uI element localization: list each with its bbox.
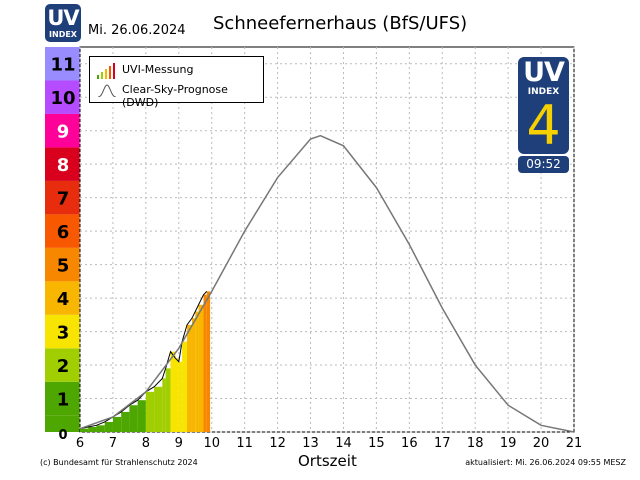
- y-tick-label-8: 8: [57, 155, 70, 176]
- y-tick-label-2: 2: [57, 356, 70, 377]
- measurement-bar-9: [154, 386, 163, 432]
- measurement-bar-21: [206, 291, 211, 432]
- badge-uv-text: UV: [523, 57, 565, 88]
- y-tick-label-10: 10: [50, 88, 75, 109]
- x-tick-label-15: 15: [368, 436, 385, 451]
- x-tick-label-11: 11: [236, 436, 253, 451]
- measurement-bar-17: [191, 318, 196, 432]
- x-tick-label-9: 9: [175, 436, 183, 451]
- measurement-bar-18: [195, 311, 199, 432]
- chart-legend: UVI-Messung Clear-Sky-Prognose (DWD): [89, 56, 264, 109]
- x-tick-label-16: 16: [401, 436, 418, 451]
- copyright-text: (c) Bundesamt für Strahlenschutz 2024: [40, 458, 198, 467]
- measurement-bar-13: [175, 358, 179, 432]
- y-tick-label-6: 6: [57, 222, 70, 243]
- uv-index-logo: UV INDEX: [45, 4, 81, 42]
- measurement-bar-16: [187, 324, 192, 432]
- measurement-bar-12: [170, 351, 176, 432]
- y-tick-label-5: 5: [57, 256, 70, 277]
- legend-bar-icon-4: [109, 66, 111, 79]
- uv-scale-band-5: [45, 247, 80, 282]
- measurement-bar-15: [182, 341, 188, 432]
- x-tick-label-7: 7: [109, 436, 117, 451]
- y-tick-label-1: 1: [57, 390, 70, 411]
- x-tick-label-13: 13: [302, 436, 319, 451]
- y-tick-label-3: 3: [57, 323, 70, 344]
- measurement-bar-19: [198, 304, 204, 432]
- x-tick-label-17: 17: [434, 436, 451, 451]
- uv-scale-band-0: [45, 415, 80, 432]
- legend-curve-icon: [97, 84, 117, 97]
- measurement-bar-8: [145, 391, 155, 432]
- measurement-bar-2: [96, 425, 105, 432]
- x-tick-label-10: 10: [203, 436, 220, 451]
- measurement-bar-11: [165, 368, 171, 432]
- measurement-outline: [79, 291, 208, 430]
- logo-uv-text: UV: [47, 6, 79, 30]
- uv-scale-band-10: [45, 80, 80, 114]
- measurement-bar-5: [121, 411, 130, 432]
- updated-text: aktualisiert: Mi. 26.06.2024 09:55 MESZ: [465, 458, 626, 467]
- uv-scale-band-4: [45, 281, 80, 315]
- y-tick-label-0: 0: [58, 428, 67, 443]
- measurement-bar-14: [178, 361, 183, 432]
- y-tick-label-4: 4: [57, 289, 70, 310]
- x-tick-label-8: 8: [142, 436, 150, 451]
- measurement-bar-7: [137, 400, 146, 432]
- y-tick-label-9: 9: [57, 122, 70, 143]
- measurement-bar-3: [104, 421, 113, 432]
- plot-area: [79, 46, 575, 433]
- x-tick-label-6: 6: [76, 436, 84, 451]
- measurement-bar-6: [129, 405, 138, 432]
- uv-scale-band-11: [45, 47, 80, 81]
- date-label: Mi. 26.06.2024: [88, 23, 186, 38]
- measurement-bar-0: [80, 428, 89, 432]
- uv-scale-band-3: [45, 314, 80, 349]
- x-tick-label-18: 18: [467, 436, 484, 451]
- x-tick-label-20: 20: [533, 436, 550, 451]
- measurement-bar-10: [162, 378, 166, 432]
- legend-bar-icon-5: [113, 63, 115, 79]
- uv-scale-band-1: [45, 381, 80, 416]
- legend-measurement: UVI-Messung: [122, 63, 194, 76]
- legend-bar-icon-1: [97, 75, 99, 79]
- measurement-bar-20: [203, 294, 207, 432]
- measurement-bar-1: [88, 426, 97, 432]
- y-tick-label-7: 7: [57, 189, 70, 210]
- badge-index-text: INDEX: [527, 87, 560, 97]
- current-uv-time: 09:52: [518, 156, 569, 173]
- uv-scale-band-9: [45, 113, 80, 148]
- legend-bar-icon-2: [101, 72, 103, 79]
- legend-icons: [97, 63, 117, 97]
- x-axis-label: Ortszeit: [298, 452, 357, 470]
- legend-forecast: Clear-Sky-Prognose (DWD): [122, 83, 228, 109]
- x-tick-label-14: 14: [335, 436, 352, 451]
- uv-scale-band-2: [45, 348, 80, 382]
- uv-scale-band-6: [45, 214, 80, 248]
- uv-scale-band-8: [45, 147, 80, 181]
- x-tick-label-21: 21: [566, 436, 583, 451]
- current-uv-badge: UV INDEX 4: [518, 57, 569, 157]
- legend-bar-icon-3: [105, 69, 107, 79]
- forecast-curve: [79, 134, 575, 433]
- chart-title: Schneefernerhaus (BfS/UFS): [213, 13, 468, 34]
- x-tick-label-12: 12: [269, 436, 286, 451]
- logo-index-text: INDEX: [49, 30, 77, 39]
- x-tick-label-19: 19: [500, 436, 517, 451]
- current-uv-value: 4: [526, 94, 561, 157]
- y-tick-label-11: 11: [50, 55, 75, 76]
- uv-scale-band-7: [45, 180, 80, 215]
- measurement-bar-4: [112, 416, 122, 432]
